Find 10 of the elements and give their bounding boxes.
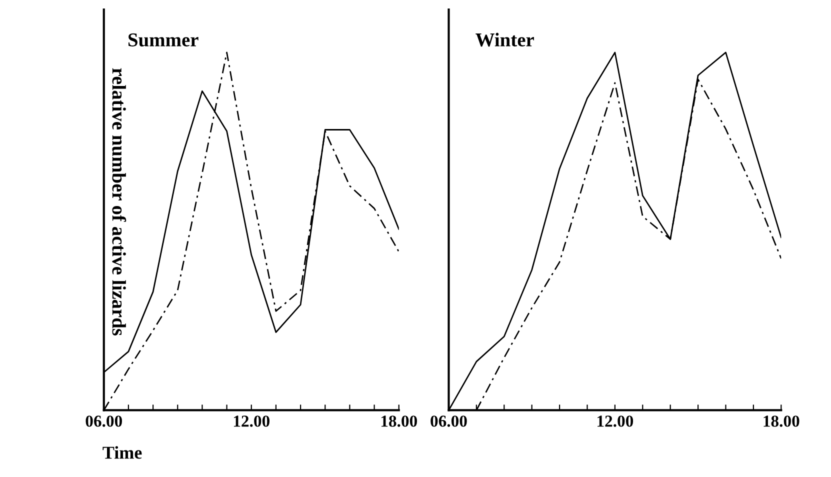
chart-title: Summer bbox=[128, 33, 198, 47]
x-axis-title: Time bbox=[102, 446, 142, 459]
x-tick-label: 18.00 bbox=[764, 416, 800, 427]
x-tick-label: 06.00 bbox=[430, 416, 467, 427]
x-tick-label: 12.00 bbox=[598, 416, 634, 427]
x-tick-label: 18.00 bbox=[381, 416, 417, 427]
x-tick-label: 12.00 bbox=[234, 416, 270, 427]
y-axis-title: relative number of active lizards bbox=[112, 68, 126, 336]
chart-title: Winter bbox=[476, 32, 534, 47]
x-tick-label: 06.00 bbox=[86, 416, 122, 427]
